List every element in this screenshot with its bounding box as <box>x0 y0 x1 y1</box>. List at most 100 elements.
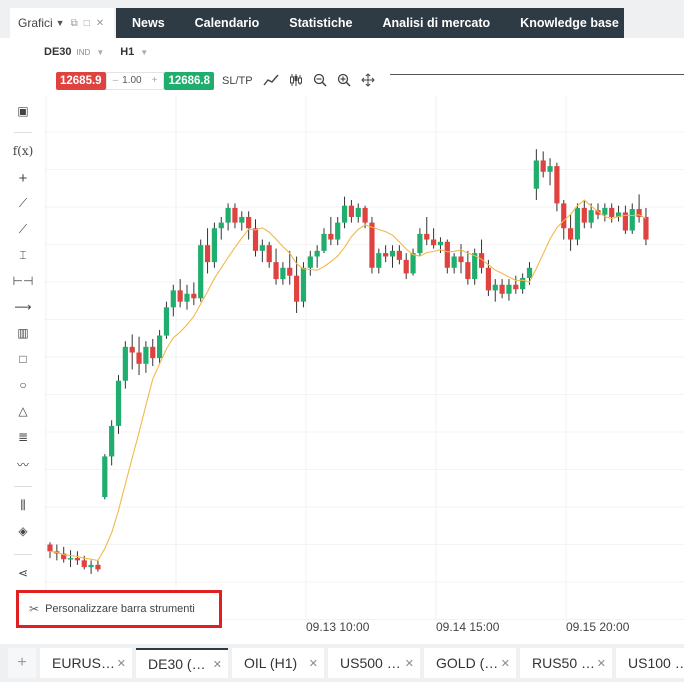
nav-tab-knowledge-base[interactable]: Knowledge base <box>520 16 619 30</box>
candle-down <box>396 250 402 260</box>
triangle-icon[interactable]: △ <box>18 404 28 418</box>
instrument-tab[interactable]: EURUS… ✕ <box>40 648 132 678</box>
nav-tab-statistics[interactable]: Statistiche <box>289 16 353 30</box>
symbol-name[interactable]: DE30 <box>44 46 72 58</box>
x-tick-label: 09.15 20:00 <box>566 620 630 634</box>
plus-icon[interactable]: + <box>151 75 158 86</box>
candle-down <box>266 245 272 263</box>
candle-up <box>472 253 478 280</box>
symbol-caret-icon[interactable]: ▼ <box>96 47 105 57</box>
candle-down <box>595 210 601 215</box>
minus-icon[interactable]: – <box>112 75 119 86</box>
maximize-icon[interactable]: □ <box>83 17 90 29</box>
drawing-toolbar: ▣ f(x) + ⟋ ⟋ ⌶ ⊢⊣ ⟶ ▥ □ ○ △ ≣ 〰 ⫼ ◈ ⋖ <box>10 96 36 616</box>
circle-icon[interactable]: ○ <box>19 378 27 392</box>
sell-button[interactable]: 12685.9 <box>56 72 106 90</box>
close-tab-icon[interactable]: ✕ <box>116 657 126 670</box>
close-tab-icon[interactable]: ✕ <box>308 657 318 670</box>
ray-icon[interactable]: ⟶ <box>14 300 32 314</box>
fibonacci-icon[interactable]: ≣ <box>17 430 29 444</box>
share-icon[interactable]: ⋖ <box>17 566 29 580</box>
candle-down <box>348 205 354 217</box>
toolbar-divider <box>14 132 32 133</box>
instrument-tabs-bar: + EURUS… ✕ DE30 (… ✕ OIL (H1) ✕ US500 … ✕ GO… <box>0 644 684 682</box>
instrument-tab[interactable]: US100 … <box>616 648 684 678</box>
candle-down <box>485 267 491 291</box>
x-tick-label: 09.14 15:00 <box>436 620 500 634</box>
candle-up <box>451 256 457 268</box>
popout-icon[interactable]: ⧉ <box>70 17 78 29</box>
candle-up <box>547 166 553 172</box>
top-bar: Grafici ▼ ⧉ □ ✕ News Calendario Statisti… <box>0 0 684 38</box>
caret-down-icon[interactable]: ▼ <box>55 18 65 28</box>
nav-tab-calendar[interactable]: Calendario <box>194 16 260 30</box>
moving-average-line <box>49 199 647 562</box>
candle-up <box>574 207 581 240</box>
pan-crosshair-icon[interactable] <box>360 72 375 90</box>
candle-down <box>136 352 142 364</box>
function-icon[interactable]: f(x) <box>12 144 34 158</box>
rectangle-icon[interactable]: □ <box>19 352 27 366</box>
quantity-value[interactable]: 1.00 <box>122 75 142 86</box>
instrument-tab-active[interactable]: DE30 (… ✕ <box>136 648 228 678</box>
sltp-button[interactable]: SL/TP <box>222 75 253 87</box>
candle-down <box>81 560 87 568</box>
timeframe-caret-icon[interactable]: ▼ <box>140 47 149 57</box>
candle-up <box>376 253 382 268</box>
charts-panel-tab[interactable]: Grafici ▼ ⧉ □ ✕ <box>10 8 114 38</box>
close-tab-icon[interactable]: ✕ <box>596 657 606 670</box>
candle-up <box>335 222 341 240</box>
nav-tab-news[interactable]: News <box>132 16 165 30</box>
candle-up <box>280 267 286 280</box>
wave-icon[interactable]: 〰 <box>16 458 29 472</box>
candle-up <box>218 222 224 229</box>
candles-icon[interactable]: ⫼ <box>20 498 26 512</box>
customize-toolbar-tooltip[interactable]: ✂ Personalizzare barra strumenti <box>16 590 222 628</box>
buy-button[interactable]: 12686.8 <box>164 72 215 90</box>
close-tab-icon[interactable]: ✕ <box>404 657 414 670</box>
candle-up <box>417 233 423 254</box>
x-tick-label: 09.13 10:00 <box>306 620 370 634</box>
vertical-line-icon[interactable]: ⌶ <box>19 248 27 262</box>
trade-bar: 12685.9 –1.00 + 12686.8 SL/TP <box>56 72 375 90</box>
timeframe-selector[interactable]: H1 <box>120 46 135 58</box>
layers-icon[interactable]: ◈ <box>18 524 28 538</box>
close-tab-icon[interactable]: ✕ <box>500 657 510 670</box>
close-tab-icon[interactable]: ✕ <box>212 658 222 671</box>
instrument-tab[interactable]: GOLD (… ✕ <box>424 648 516 678</box>
candle-down <box>403 259 409 274</box>
horizontal-line-icon[interactable]: ⊢⊣ <box>12 274 34 288</box>
volume-profile-icon[interactable]: ▥ <box>17 326 29 340</box>
candle-up <box>588 210 594 223</box>
quantity-stepper[interactable]: –1.00 + <box>105 72 165 90</box>
candle-down <box>431 239 437 246</box>
candle-up <box>520 277 526 290</box>
trendline-icon[interactable]: ⟋ <box>18 196 28 210</box>
instrument-tab[interactable]: OIL (H1) ✕ <box>232 648 324 678</box>
close-icon[interactable]: ✕ <box>95 17 105 29</box>
candle-up <box>157 335 163 359</box>
candle-down <box>465 262 471 280</box>
ruler-icon[interactable]: ⟋ <box>18 222 28 236</box>
candle-down <box>232 207 238 223</box>
screen-icon[interactable]: ▣ <box>17 104 29 118</box>
candles-type-icon[interactable] <box>289 73 303 90</box>
candle-up <box>341 205 348 223</box>
candle-up <box>410 253 416 274</box>
line-chart-icon[interactable] <box>263 74 279 89</box>
crosshair-icon[interactable]: + <box>18 170 28 187</box>
candle-down <box>150 346 156 359</box>
candle-up <box>437 241 444 246</box>
price-chart[interactable] <box>44 96 684 621</box>
instrument-tab[interactable]: RUS50 … ✕ <box>520 648 612 678</box>
add-tab-icon[interactable]: + <box>8 648 36 678</box>
zoom-out-icon[interactable] <box>313 73 327 90</box>
candle-up <box>314 250 320 257</box>
instrument-tab[interactable]: US500 … ✕ <box>328 648 420 678</box>
candle-up <box>198 245 204 299</box>
candle-up <box>143 346 149 364</box>
zoom-in-icon[interactable] <box>337 73 351 90</box>
candle-up <box>184 293 190 302</box>
candle-down <box>129 346 135 353</box>
nav-tab-market-analysis[interactable]: Analisi di mercato <box>382 16 491 30</box>
